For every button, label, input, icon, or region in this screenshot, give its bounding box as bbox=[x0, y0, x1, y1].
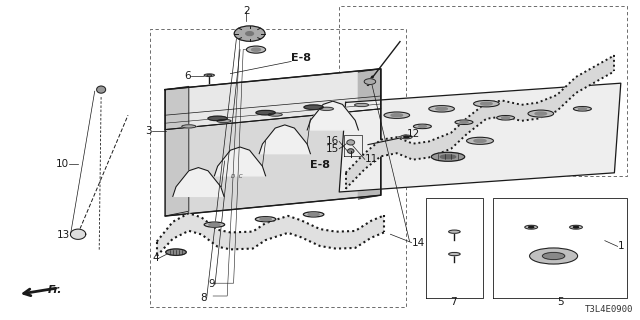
Polygon shape bbox=[339, 83, 621, 192]
Text: E-8: E-8 bbox=[310, 160, 330, 170]
Ellipse shape bbox=[304, 105, 323, 109]
Ellipse shape bbox=[460, 121, 468, 123]
Text: 16: 16 bbox=[326, 136, 339, 147]
Ellipse shape bbox=[535, 112, 547, 115]
Text: 14: 14 bbox=[412, 237, 425, 248]
Text: 1: 1 bbox=[618, 241, 624, 252]
Ellipse shape bbox=[208, 116, 227, 121]
Ellipse shape bbox=[429, 106, 454, 112]
Text: 8: 8 bbox=[200, 292, 207, 303]
Ellipse shape bbox=[502, 117, 509, 119]
Ellipse shape bbox=[347, 140, 355, 145]
Ellipse shape bbox=[474, 139, 486, 142]
Text: Fr.: Fr. bbox=[48, 285, 63, 295]
Ellipse shape bbox=[530, 248, 578, 264]
Ellipse shape bbox=[246, 32, 253, 36]
Polygon shape bbox=[346, 55, 614, 189]
Ellipse shape bbox=[573, 227, 579, 228]
Polygon shape bbox=[70, 229, 86, 239]
Polygon shape bbox=[259, 125, 310, 154]
Ellipse shape bbox=[449, 252, 460, 256]
Text: 6: 6 bbox=[184, 71, 191, 81]
Text: 9: 9 bbox=[209, 279, 215, 289]
Ellipse shape bbox=[255, 217, 276, 222]
Ellipse shape bbox=[413, 124, 431, 129]
Ellipse shape bbox=[404, 136, 409, 138]
Text: 13: 13 bbox=[57, 230, 70, 240]
Ellipse shape bbox=[455, 120, 473, 124]
Ellipse shape bbox=[252, 48, 260, 51]
Ellipse shape bbox=[419, 125, 426, 127]
Polygon shape bbox=[358, 69, 381, 199]
Text: 7: 7 bbox=[450, 297, 456, 308]
Ellipse shape bbox=[467, 137, 493, 144]
Polygon shape bbox=[165, 69, 381, 130]
Ellipse shape bbox=[319, 107, 333, 110]
Ellipse shape bbox=[355, 103, 369, 107]
Ellipse shape bbox=[573, 107, 591, 111]
Ellipse shape bbox=[543, 252, 565, 260]
Ellipse shape bbox=[391, 114, 403, 116]
Ellipse shape bbox=[268, 113, 282, 116]
Polygon shape bbox=[165, 86, 189, 216]
Ellipse shape bbox=[217, 119, 231, 123]
Text: 15: 15 bbox=[326, 144, 339, 154]
Polygon shape bbox=[307, 101, 358, 130]
Ellipse shape bbox=[204, 74, 214, 76]
Ellipse shape bbox=[436, 107, 447, 110]
Ellipse shape bbox=[474, 100, 499, 107]
Ellipse shape bbox=[166, 249, 186, 255]
Polygon shape bbox=[165, 109, 381, 216]
Ellipse shape bbox=[303, 212, 324, 217]
Text: 10: 10 bbox=[56, 159, 69, 169]
Ellipse shape bbox=[528, 110, 554, 117]
Text: E-8: E-8 bbox=[291, 52, 311, 63]
Ellipse shape bbox=[234, 26, 265, 41]
Ellipse shape bbox=[431, 152, 465, 161]
Ellipse shape bbox=[481, 102, 492, 105]
Polygon shape bbox=[173, 168, 224, 196]
Ellipse shape bbox=[204, 222, 225, 227]
Text: 3: 3 bbox=[145, 126, 152, 136]
Ellipse shape bbox=[570, 225, 582, 229]
Ellipse shape bbox=[348, 149, 354, 153]
Ellipse shape bbox=[525, 225, 538, 229]
Ellipse shape bbox=[97, 86, 106, 93]
Ellipse shape bbox=[384, 112, 410, 118]
Text: 5: 5 bbox=[557, 297, 563, 308]
Text: 2: 2 bbox=[243, 6, 250, 16]
Ellipse shape bbox=[364, 79, 376, 84]
Ellipse shape bbox=[209, 223, 220, 226]
Text: D  C: D C bbox=[231, 173, 243, 179]
Ellipse shape bbox=[440, 155, 456, 159]
Polygon shape bbox=[214, 147, 266, 176]
Ellipse shape bbox=[246, 46, 266, 53]
Text: 11: 11 bbox=[365, 154, 378, 164]
Ellipse shape bbox=[260, 218, 271, 220]
Ellipse shape bbox=[497, 116, 515, 120]
Text: T3L4E0900: T3L4E0900 bbox=[585, 305, 634, 314]
Ellipse shape bbox=[449, 230, 460, 233]
Ellipse shape bbox=[182, 125, 196, 128]
Ellipse shape bbox=[401, 135, 412, 139]
Ellipse shape bbox=[256, 110, 275, 115]
Ellipse shape bbox=[529, 227, 534, 228]
Polygon shape bbox=[157, 213, 384, 256]
Text: 12: 12 bbox=[406, 129, 420, 140]
Text: 4: 4 bbox=[152, 253, 159, 263]
Ellipse shape bbox=[579, 108, 586, 110]
Ellipse shape bbox=[308, 213, 319, 216]
